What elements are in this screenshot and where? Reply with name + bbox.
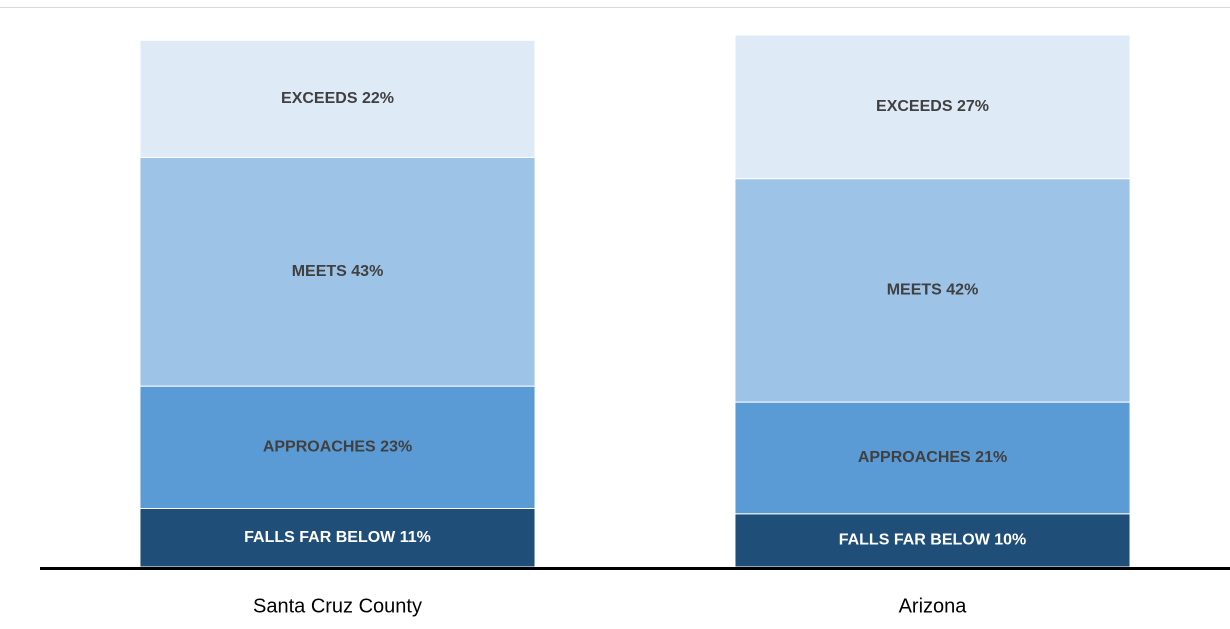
- segment-label: APPROACHES 21%: [858, 449, 1007, 466]
- segment-label: FALLS FAR BELOW 10%: [839, 532, 1027, 549]
- segment-label: EXCEEDS 27%: [876, 98, 989, 115]
- segment-label: MEETS 43%: [292, 263, 384, 280]
- bar-segment: [734, 513, 1131, 568]
- bar-segment: [734, 178, 1131, 403]
- bar-segment: [734, 401, 1131, 515]
- bar-segment: [139, 39, 536, 158]
- bar-segment: [139, 385, 536, 509]
- segment-label: MEETS 42%: [887, 282, 979, 299]
- bar-segment: [139, 156, 536, 387]
- segment-label: EXCEEDS 22%: [281, 90, 394, 107]
- x-tick-label: Arizona: [899, 595, 968, 617]
- bar-segment: [734, 34, 1131, 180]
- segment-label: FALLS FAR BELOW 11%: [244, 529, 431, 546]
- x-tick-label: Santa Cruz County: [253, 595, 422, 617]
- segment-label: APPROACHES 23%: [263, 439, 412, 456]
